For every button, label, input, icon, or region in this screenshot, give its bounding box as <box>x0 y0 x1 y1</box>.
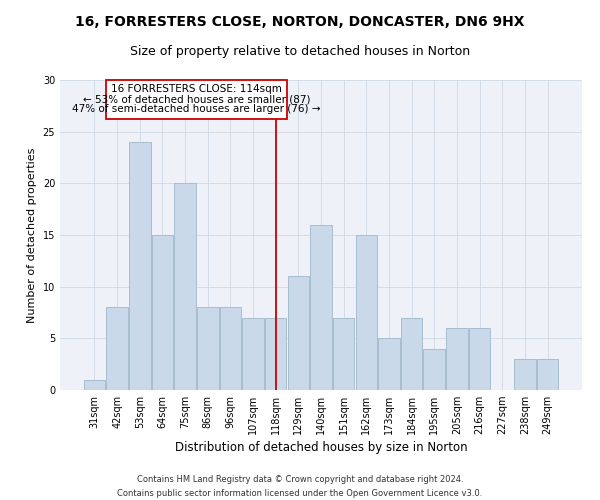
Text: Contains HM Land Registry data © Crown copyright and database right 2024.
Contai: Contains HM Land Registry data © Crown c… <box>118 476 482 498</box>
Bar <box>469 328 490 390</box>
Bar <box>401 318 422 390</box>
Bar <box>152 235 173 390</box>
Bar <box>106 80 287 120</box>
Bar <box>84 380 105 390</box>
Bar <box>378 338 400 390</box>
Bar <box>197 308 218 390</box>
Text: 16 FORRESTERS CLOSE: 114sqm: 16 FORRESTERS CLOSE: 114sqm <box>111 84 282 94</box>
Bar <box>175 184 196 390</box>
Y-axis label: Number of detached properties: Number of detached properties <box>27 148 37 322</box>
Bar <box>333 318 355 390</box>
Text: 47% of semi-detached houses are larger (76) →: 47% of semi-detached houses are larger (… <box>72 104 320 115</box>
Bar <box>446 328 467 390</box>
X-axis label: Distribution of detached houses by size in Norton: Distribution of detached houses by size … <box>175 442 467 454</box>
Bar <box>310 224 332 390</box>
Bar <box>356 235 377 390</box>
Bar <box>514 359 536 390</box>
Bar <box>220 308 241 390</box>
Text: ← 53% of detached houses are smaller (87): ← 53% of detached houses are smaller (87… <box>83 94 310 104</box>
Bar <box>106 308 128 390</box>
Bar <box>287 276 309 390</box>
Text: 16, FORRESTERS CLOSE, NORTON, DONCASTER, DN6 9HX: 16, FORRESTERS CLOSE, NORTON, DONCASTER,… <box>75 15 525 29</box>
Bar <box>265 318 286 390</box>
Bar <box>242 318 264 390</box>
Bar <box>129 142 151 390</box>
Text: Size of property relative to detached houses in Norton: Size of property relative to detached ho… <box>130 45 470 58</box>
Bar <box>537 359 558 390</box>
Bar <box>424 348 445 390</box>
